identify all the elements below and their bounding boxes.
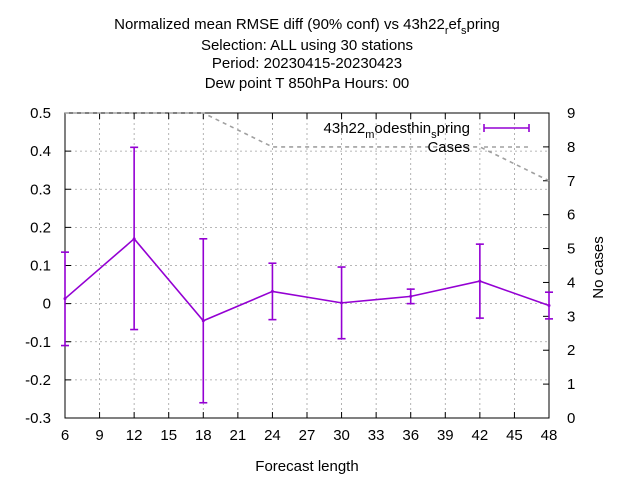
y-tick-label: 0.1 [30,258,51,275]
chart-title-line-4: Dew point T 850hPa Hours: 00 [204,75,410,92]
y2-axis-label: No cases [590,236,607,299]
y2-tick-label: 9 [567,105,575,122]
y2-tick-label: 5 [567,241,575,258]
x-tick-label: 30 [333,427,350,444]
legend-label-cases: Cases [427,139,470,156]
y2-tick-label: 6 [567,207,575,224]
y2-tick-label: 0 [567,410,575,427]
x-tick-label: 33 [368,427,385,444]
y-tick-label: -0.3 [25,410,51,427]
rmse-point [340,301,344,305]
x-tick-label: 48 [541,427,558,444]
y2-tick-label: 2 [567,342,575,359]
y-tick-label: 0 [43,296,51,313]
x-tick-label: 21 [230,427,247,444]
rmse-point [478,279,482,283]
y2-tick-label: 8 [567,139,575,156]
rmse-point [63,297,67,301]
y2-tick-label: 7 [567,173,575,190]
x-tick-label: 9 [95,427,103,444]
x-tick-label: 12 [126,427,143,444]
x-tick-label: 36 [402,427,419,444]
rmse-point [201,319,205,323]
chart-title-line-3: Period: 20230415-20230423 [211,55,403,72]
grid-lines [65,113,549,418]
y-tick-label: -0.2 [25,372,51,389]
y-tick-label: 0.3 [30,181,51,198]
x-tick-label: 18 [195,427,212,444]
x-tick-label: 42 [472,427,489,444]
x-tick-label: 39 [437,427,454,444]
rmse-point [409,294,413,298]
legend-label-rmse: 43h22modesthinspring [324,120,470,141]
chart-title-line-2: Selection: ALL using 30 stations [200,37,414,54]
rmse-point [547,304,551,308]
rmse-point [270,289,274,293]
x-tick-label: 45 [506,427,523,444]
x-axis-label: Forecast length [255,458,358,475]
rmse-series [61,146,553,404]
cases-line [65,112,550,182]
y2-tick-label: 3 [567,308,575,325]
y-tick-label: 0.2 [30,219,51,236]
legend: 43h22modesthinspring Cases [324,120,530,156]
cases-series [65,112,550,182]
rmse-point [132,237,136,241]
x-tick-label: 27 [299,427,316,444]
y2-tick-label: 1 [567,376,575,393]
rmse-line [64,237,550,322]
chart-title-line-1: Normalized mean RMSE diff (90% conf) vs … [114,16,500,37]
y2-tick-label: 4 [567,274,575,291]
x-tick-label: 6 [61,427,69,444]
axis-ticks: 6 9 12 15 18 21 24 27 30 33 36 39 42 45 48-0.3-0.2-0.1… [25,105,575,444]
x-tick-label: 24 [264,427,281,444]
x-tick-label: 15 [160,427,177,444]
y-tick-label: -0.1 [25,334,51,351]
y-tick-label: 0.5 [30,105,51,122]
y-tick-label: 0.4 [30,143,51,160]
